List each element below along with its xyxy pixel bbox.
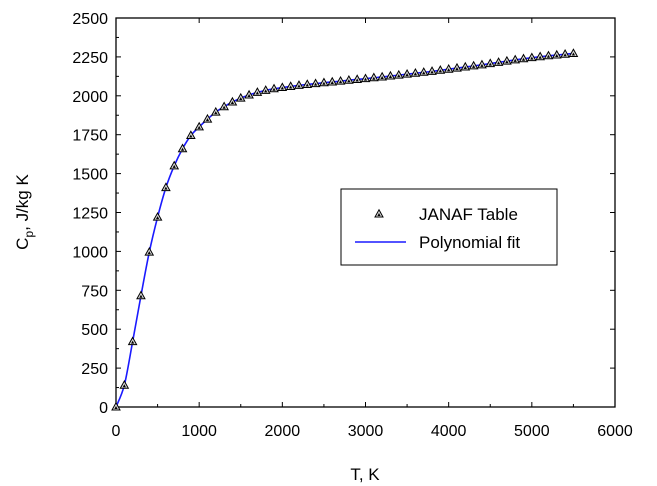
janaf-data-point bbox=[302, 79, 313, 88]
janaf-data-point bbox=[244, 89, 254, 99]
janaf-data-point bbox=[202, 113, 213, 123]
janaf-data-point bbox=[526, 52, 537, 62]
x-axis-title: T, K bbox=[350, 465, 380, 484]
janaf-data-point bbox=[368, 72, 379, 82]
janaf-data-point bbox=[352, 74, 363, 83]
legend-label-janaf: JANAF Table bbox=[419, 205, 518, 224]
janaf-data-point bbox=[269, 83, 279, 93]
y-axis-title-main: C bbox=[13, 238, 32, 250]
y-tick-label: 750 bbox=[81, 283, 108, 300]
janaf-data-point bbox=[410, 68, 421, 77]
y-axis-title-rest: , J/kg K bbox=[13, 174, 32, 231]
janaf-data-point bbox=[127, 336, 138, 346]
janaf-data-point bbox=[443, 63, 454, 73]
janaf-data-point bbox=[360, 73, 371, 83]
x-tick-label: 5000 bbox=[514, 423, 550, 440]
janaf-data-point bbox=[418, 67, 429, 76]
janaf-data-point bbox=[518, 53, 529, 63]
x-tick-label: 1000 bbox=[181, 423, 217, 440]
janaf-data-point bbox=[468, 60, 479, 70]
janaf-data-point bbox=[319, 77, 329, 87]
janaf-data-point bbox=[136, 290, 146, 300]
y-axis-title: Cp, J/kg K bbox=[13, 174, 36, 250]
janaf-data-point bbox=[477, 59, 487, 69]
janaf-data-point bbox=[169, 160, 180, 170]
y-tick-label: 2250 bbox=[72, 50, 108, 67]
janaf-data-point bbox=[335, 75, 346, 85]
janaf-data-point bbox=[551, 49, 562, 59]
janaf-data-point bbox=[402, 68, 412, 78]
series-layer bbox=[111, 48, 579, 411]
janaf-data-point bbox=[227, 96, 238, 106]
janaf-data-point bbox=[252, 87, 263, 96]
legend: JANAF Table Polynomial fit bbox=[340, 188, 558, 266]
janaf-data-point bbox=[502, 55, 512, 65]
janaf-data-point bbox=[344, 75, 354, 84]
janaf-data-point bbox=[535, 51, 545, 61]
x-tick-label: 2000 bbox=[265, 423, 301, 440]
janaf-data-point bbox=[144, 246, 155, 256]
janaf-data-point bbox=[452, 62, 462, 72]
janaf-data-point bbox=[219, 101, 229, 111]
janaf-data-point bbox=[210, 106, 221, 116]
janaf-data-point bbox=[161, 182, 171, 192]
janaf-data-point bbox=[310, 78, 321, 88]
x-tick-label: 3000 bbox=[348, 423, 384, 440]
y-tick-label: 500 bbox=[81, 322, 108, 339]
janaf-data-point bbox=[377, 71, 387, 81]
legend-marker-janaf bbox=[374, 208, 384, 218]
janaf-data-point bbox=[277, 82, 288, 92]
janaf-data-point bbox=[460, 61, 471, 71]
janaf-data-point bbox=[119, 379, 130, 389]
janaf-data-point bbox=[111, 401, 121, 411]
x-tick-label: 4000 bbox=[431, 423, 467, 440]
y-tick-label: 2500 bbox=[72, 11, 108, 28]
janaf-data-point bbox=[493, 57, 504, 66]
y-tick-label: 1000 bbox=[72, 244, 108, 261]
y-tick-label: 1500 bbox=[72, 167, 108, 184]
y-tick-label: 250 bbox=[81, 361, 108, 378]
janaf-data-point bbox=[177, 143, 188, 153]
janaf-data-point bbox=[427, 66, 437, 75]
janaf-data-point bbox=[510, 54, 521, 64]
janaf-data-point bbox=[152, 211, 163, 221]
x-axis-ticks: 0 1000 2000 3000 4000 5000 6000 bbox=[112, 18, 633, 440]
x-tick-label: 6000 bbox=[597, 423, 633, 440]
janaf-data-point bbox=[435, 65, 446, 74]
y-tick-label: 1750 bbox=[72, 128, 108, 145]
janaf-data-point bbox=[393, 69, 404, 79]
y-tick-label: 2000 bbox=[72, 89, 108, 106]
y-axis-title-subscript: p bbox=[22, 231, 36, 238]
janaf-data-point bbox=[260, 85, 271, 94]
janaf-data-point bbox=[485, 58, 496, 68]
plot-area: 0 250 500 750 1000 1250 1500 1750 2000 2250 2500 0… bbox=[72, 11, 632, 440]
janaf-data-point bbox=[560, 49, 570, 58]
x-tick-label: 0 bbox=[112, 423, 121, 440]
janaf-data-point bbox=[285, 81, 296, 90]
legend-box bbox=[340, 188, 558, 266]
janaf-data-point bbox=[327, 76, 338, 86]
janaf-data-point bbox=[385, 70, 396, 80]
y-tick-label: 1250 bbox=[72, 206, 108, 223]
janaf-data-point bbox=[186, 130, 196, 139]
y-axis-ticks: 0 250 500 750 1000 1250 1500 1750 2000 2250 2500 bbox=[72, 11, 615, 417]
janaf-data-point bbox=[235, 92, 246, 102]
janaf-data-point bbox=[543, 50, 554, 60]
legend-label-polynomial: Polynomial fit bbox=[419, 233, 520, 252]
janaf-data-point bbox=[294, 80, 304, 89]
janaf-data-point bbox=[568, 48, 579, 57]
y-tick-label: 0 bbox=[99, 400, 108, 417]
janaf-data-point bbox=[194, 121, 205, 131]
